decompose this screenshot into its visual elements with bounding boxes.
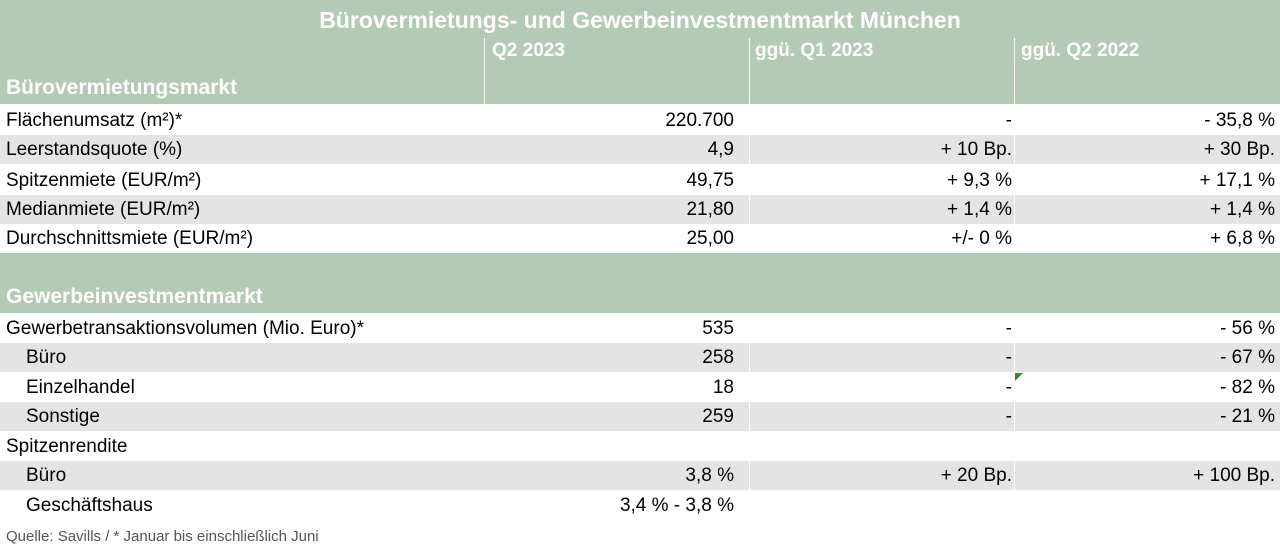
cell-q2-2023: 18	[712, 377, 734, 398]
cell-vs-q2-2022: + 30 Bp.	[1203, 139, 1275, 160]
section-title-office: Bürovermietungsmarkt	[6, 76, 238, 99]
table-row: Medianmiete (EUR/m²) 21,80 + 1,4 % + 1,4…	[0, 195, 1280, 224]
row-label: Spitzenrendite	[6, 436, 128, 457]
table-row: Büro 3,8 % + 20 Bp. + 100 Bp.	[0, 461, 1280, 490]
row-label: Büro	[26, 347, 67, 368]
cell-q2-2023: 220.700	[665, 110, 734, 131]
cell-vs-q2-2022: - 35,8 %	[1204, 110, 1275, 131]
cell-comment-indicator-icon[interactable]	[1015, 373, 1023, 381]
cell-vs-q2-2022: + 6,8 %	[1210, 228, 1275, 249]
cell-q2-2023: 258	[702, 347, 734, 368]
table-row: Flächenumsatz (m²)* 220.700 - - 35,8 %	[0, 106, 1280, 135]
row-label: Flächenumsatz (m²)*	[6, 110, 183, 131]
cell-q2-2023: 535	[702, 318, 734, 339]
cell-divider	[1014, 343, 1015, 372]
cell-vs-q1-2023: -	[1005, 347, 1012, 368]
table-row: Geschäftshaus 3,4 % - 3,8 %	[0, 491, 1280, 520]
table-row: Durchschnittsmiete (EUR/m²) 25,00 +/- 0 …	[0, 224, 1280, 253]
header-divider	[484, 38, 485, 104]
cell-vs-q1-2023: -	[1005, 377, 1012, 398]
cell-q2-2023: 4,9	[707, 139, 734, 160]
row-label: Büro	[26, 465, 67, 486]
row-label: Geschäftshaus	[26, 495, 153, 516]
cell-vs-q2-2022: + 17,1 %	[1199, 170, 1275, 191]
table-row: Einzelhandel 18 - - 82 %	[0, 373, 1280, 402]
cell-q2-2023: 259	[702, 406, 734, 427]
table-row: Gewerbetransaktionsvolumen (Mio. Euro)* …	[0, 314, 1280, 343]
cell-vs-q1-2023: -	[1005, 318, 1012, 339]
cell-divider	[1014, 195, 1015, 224]
cell-q2-2023: 49,75	[686, 170, 734, 191]
table-row: Leerstandsquote (%) 4,9 + 10 Bp. + 30 Bp…	[0, 135, 1280, 164]
row-label: Leerstandsquote (%)	[6, 139, 183, 160]
row-label: Gewerbetransaktionsvolumen (Mio. Euro)*	[6, 318, 364, 339]
cell-vs-q1-2023: + 20 Bp.	[940, 465, 1012, 486]
table-title: Bürovermietungs- und Gewerbeinvestmentma…	[0, 0, 1280, 36]
cell-divider	[1014, 402, 1015, 431]
cell-vs-q1-2023: -	[1005, 406, 1012, 427]
cell-divider	[749, 343, 750, 372]
cell-q2-2023: 3,4 % - 3,8 %	[619, 495, 734, 516]
table-row: Büro 258 - - 67 %	[0, 343, 1280, 372]
header-divider	[1014, 38, 1015, 104]
cell-divider	[1014, 135, 1015, 164]
cell-vs-q1-2023: + 1,4 %	[947, 199, 1012, 220]
cell-vs-q2-2022: - 21 %	[1220, 406, 1275, 427]
section-band-invest: Gewerbeinvestmentmarkt	[0, 253, 1280, 313]
row-label: Sonstige	[26, 406, 100, 427]
cell-vs-q2-2022: + 1,4 %	[1210, 199, 1275, 220]
cell-vs-q2-2022: + 100 Bp.	[1193, 465, 1275, 486]
header-divider	[749, 38, 750, 104]
column-header-vs-q1-2023: ggü. Q1 2023	[755, 40, 874, 61]
cell-divider	[749, 195, 750, 224]
header-band: Q2 2023 ggü. Q1 2023 ggü. Q2 2022 Bürove…	[0, 36, 1280, 104]
column-header-q2-2023: Q2 2023	[492, 40, 565, 61]
source-note: Quelle: Savills / * Januar bis einschlie…	[6, 528, 319, 545]
table-row: Sonstige 259 - - 21 %	[0, 402, 1280, 431]
table-row: Spitzenmiete (EUR/m²) 49,75 + 9,3 % + 17…	[0, 166, 1280, 195]
cell-vs-q1-2023: +/- 0 %	[951, 228, 1012, 249]
cell-divider	[749, 402, 750, 431]
cell-q2-2023: 25,00	[686, 228, 734, 249]
cell-vs-q2-2022: - 56 %	[1220, 318, 1275, 339]
table-row: Spitzenrendite	[0, 432, 1280, 461]
cell-vs-q1-2023: + 9,3 %	[947, 170, 1012, 191]
cell-vs-q2-2022: - 67 %	[1220, 347, 1275, 368]
cell-vs-q1-2023: + 10 Bp.	[940, 139, 1012, 160]
cell-divider	[1014, 461, 1015, 490]
section-title-invest: Gewerbeinvestmentmarkt	[6, 285, 263, 308]
row-label: Spitzenmiete (EUR/m²)	[6, 170, 202, 191]
cell-divider	[749, 135, 750, 164]
cell-vs-q2-2022: - 82 %	[1220, 377, 1275, 398]
cell-vs-q1-2023: -	[1005, 110, 1012, 131]
row-label: Medianmiete (EUR/m²)	[6, 199, 201, 220]
column-header-vs-q2-2022: ggü. Q2 2022	[1021, 40, 1140, 61]
cell-divider	[749, 461, 750, 490]
cell-q2-2023: 21,80	[686, 199, 734, 220]
row-label: Einzelhandel	[26, 377, 135, 398]
cell-q2-2023: 3,8 %	[685, 465, 734, 486]
row-label: Durchschnittsmiete (EUR/m²)	[6, 228, 254, 249]
